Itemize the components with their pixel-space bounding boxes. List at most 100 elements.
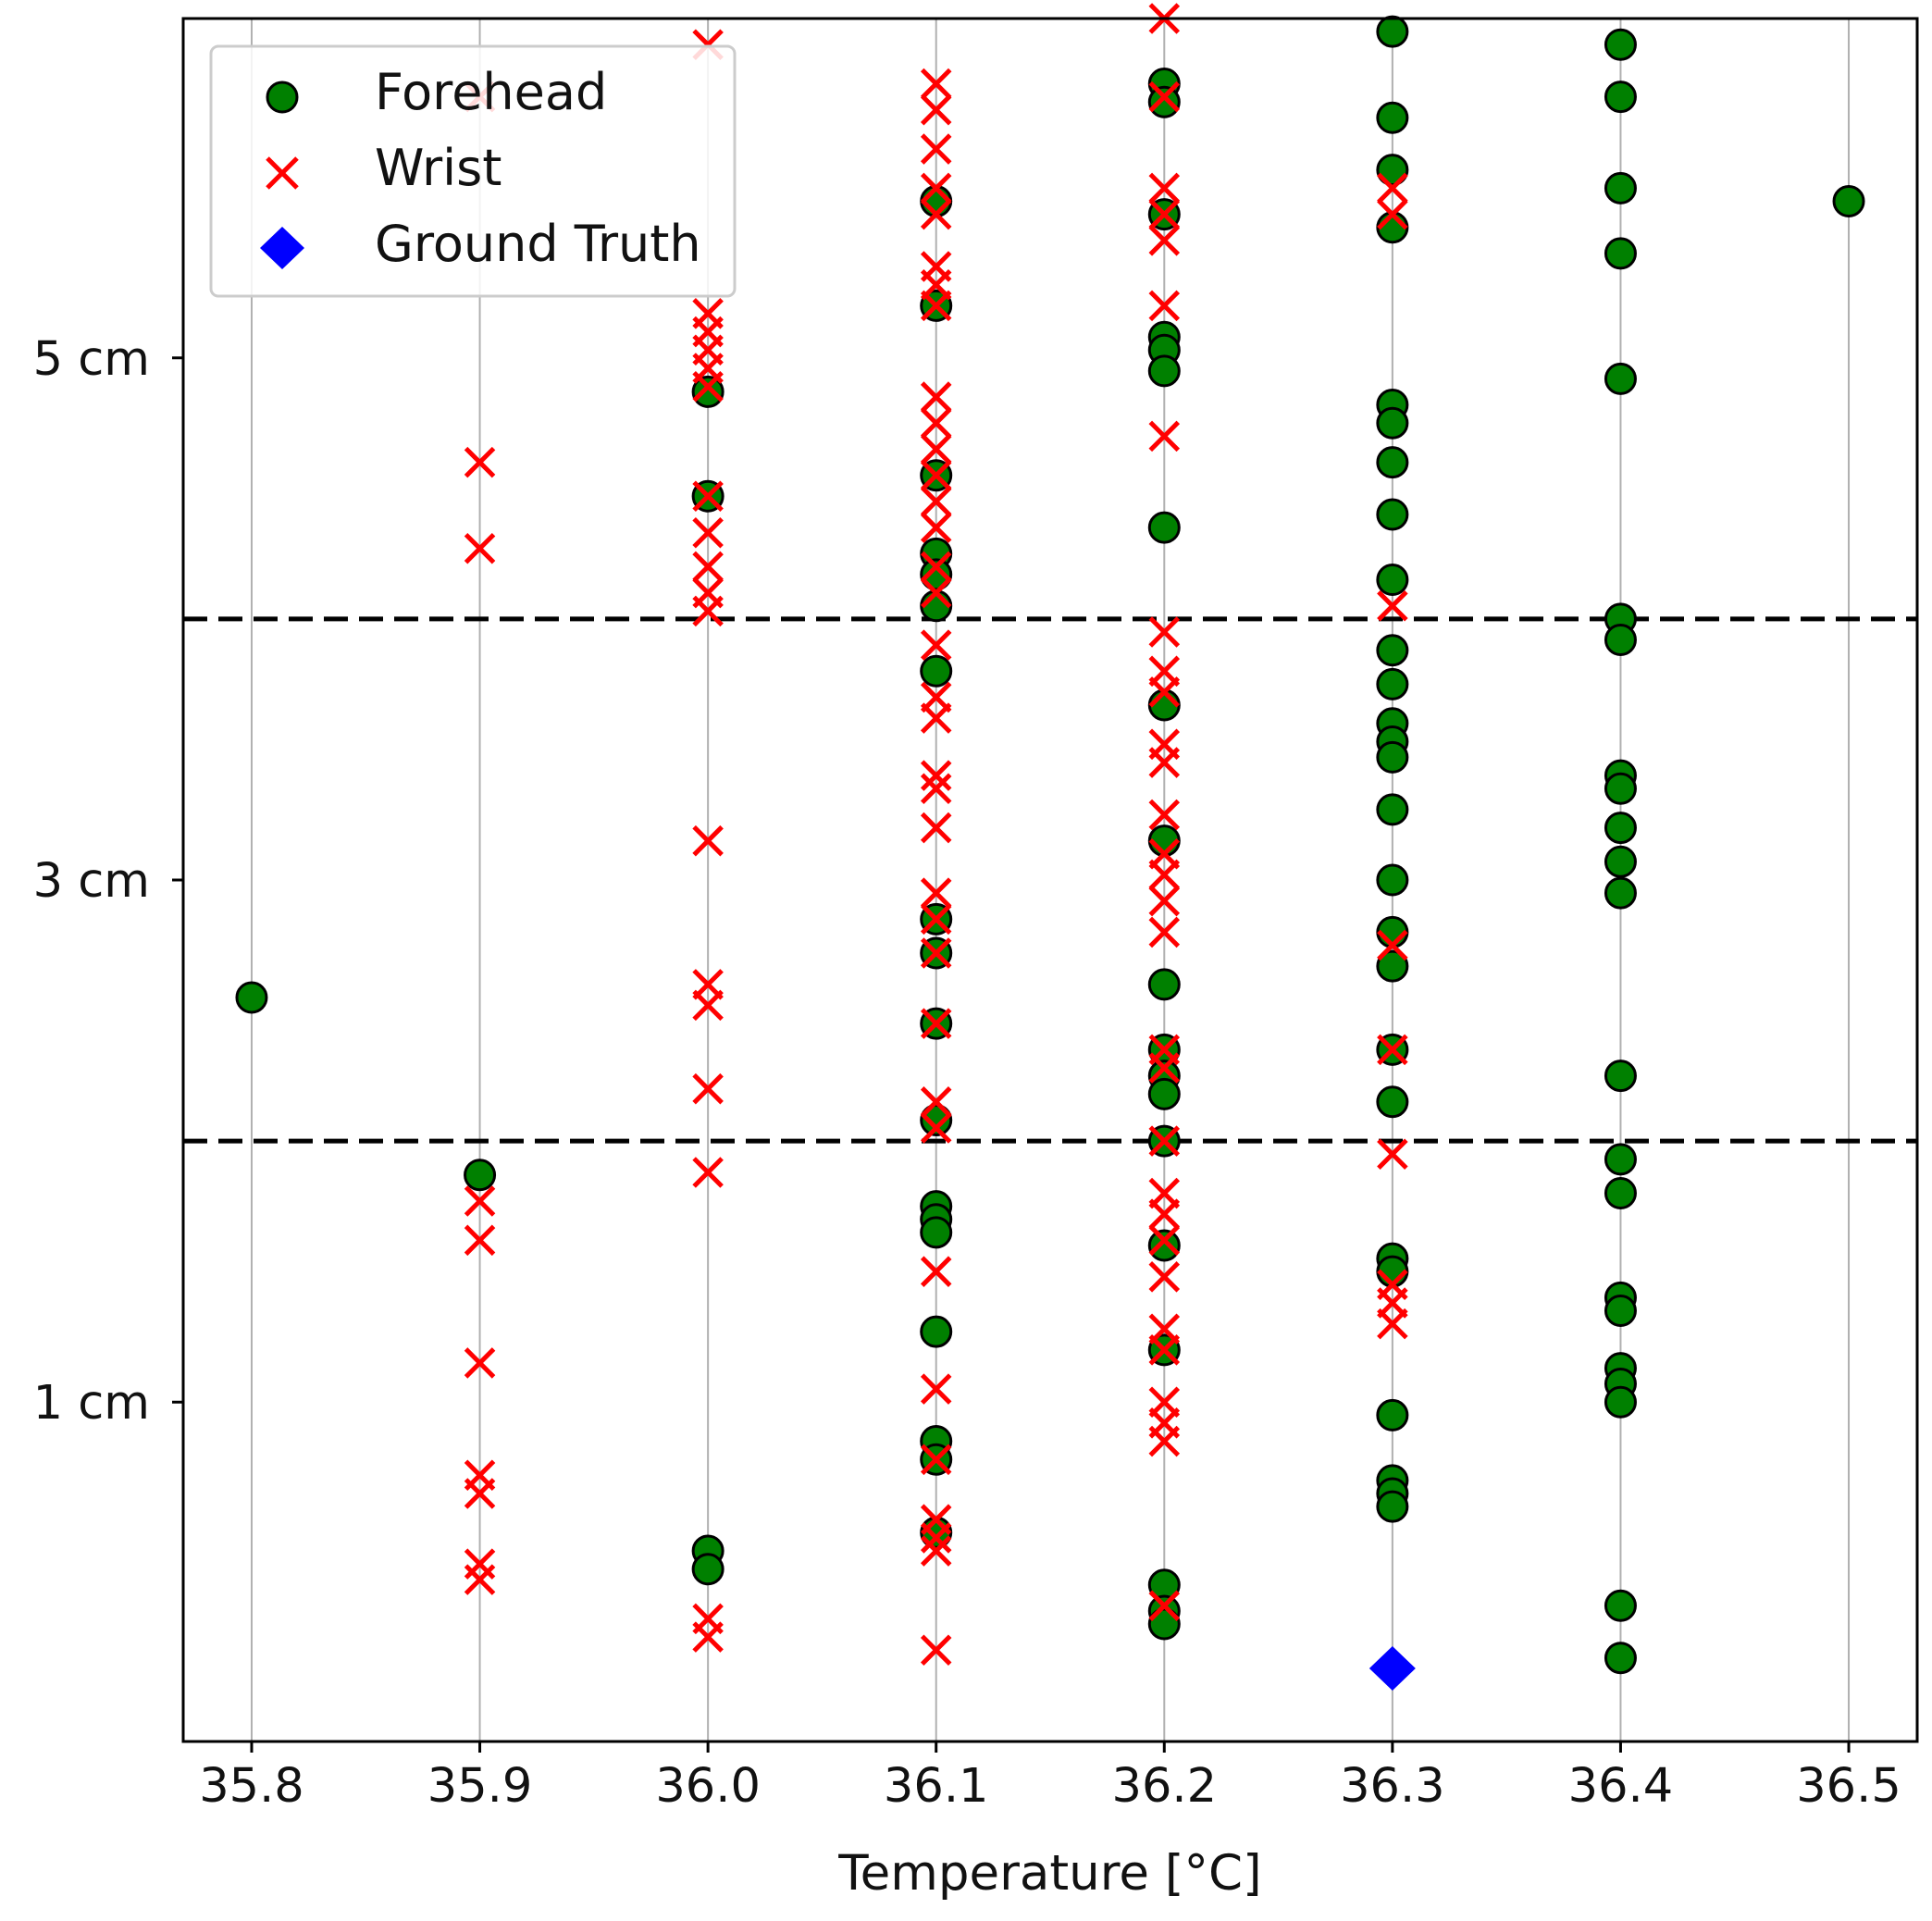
wrist-point (464, 1347, 496, 1379)
reference-lines (183, 616, 1917, 1144)
wrist-point (920, 407, 952, 440)
legend-ground-truth-marker (260, 227, 304, 269)
forehead-point (691, 1553, 724, 1586)
forehead-point (1376, 406, 1409, 440)
x-tick-label: 36.5 (1796, 1759, 1901, 1814)
forehead-point (1376, 1490, 1409, 1523)
wrist-point (920, 512, 952, 543)
wrist-point (692, 595, 724, 627)
forehead-point (1604, 1177, 1637, 1210)
x-tick-label: 36.3 (1340, 1759, 1445, 1814)
forehead-point (1376, 154, 1409, 187)
wrist-point (692, 1072, 724, 1105)
wrist-point (692, 824, 724, 857)
forehead-point (1604, 623, 1637, 656)
wrist-point (1148, 859, 1181, 891)
forehead-point (1604, 81, 1637, 114)
forehead-point (1604, 362, 1637, 395)
wrist-point (1148, 885, 1181, 917)
wrist-point (920, 760, 952, 791)
y-axis-ticks: 1 cm 3 cm 5 cm (33, 332, 183, 1431)
wrist-point (920, 198, 952, 230)
wrist-point (1148, 1125, 1181, 1157)
wrist-point (920, 133, 952, 165)
x-tick-label: 36.0 (655, 1759, 761, 1814)
forehead-point (1147, 1607, 1181, 1641)
forehead-point (1147, 968, 1181, 1001)
legend-wrist-marker (266, 156, 299, 190)
wrist-point (920, 1256, 952, 1287)
forehead-point (1147, 511, 1181, 544)
forehead-point (1147, 85, 1181, 118)
y-tick-label: 1 cm (33, 1376, 150, 1431)
wrist-point (920, 68, 952, 100)
forehead-point (1604, 845, 1637, 878)
wrist-point (1148, 1198, 1181, 1230)
wrist-point (464, 446, 496, 478)
legend-forehead-label: Forehead (375, 63, 607, 121)
forehead-point (1604, 812, 1637, 845)
forehead-point (1604, 237, 1637, 270)
wrist-point (1148, 1425, 1181, 1457)
wrist-point (920, 433, 952, 465)
wrist-point (1148, 1334, 1181, 1366)
x-tick-label: 35.9 (427, 1759, 533, 1814)
wrist-point (1148, 1590, 1181, 1622)
legend-ground-truth-label: Ground Truth (375, 215, 701, 273)
forehead-point (235, 981, 268, 1014)
wrist-point (464, 1478, 496, 1509)
x-tick-label: 36.4 (1568, 1759, 1674, 1814)
wrist-point (920, 702, 952, 734)
x-tick-label: 36.1 (884, 1759, 989, 1814)
forehead-point (1604, 28, 1637, 61)
wrist-point (1148, 172, 1181, 204)
forehead-point (920, 1315, 953, 1348)
forehead-point (920, 1104, 953, 1137)
forehead-point (920, 1216, 953, 1249)
wrist-point (920, 172, 952, 204)
forehead-point (1376, 564, 1409, 597)
forehead-point (464, 1159, 497, 1192)
wrist-point (1148, 1224, 1181, 1257)
wrist-point (1377, 198, 1408, 230)
wrist-point (464, 1185, 496, 1217)
wrist-point (1377, 929, 1408, 961)
forehead-point (1604, 1589, 1637, 1622)
wrist-point (920, 381, 952, 413)
wrist-point (920, 290, 952, 322)
forehead-point (1604, 1060, 1637, 1093)
forehead-point (1604, 876, 1637, 910)
wrist-point (920, 1112, 952, 1144)
wrist-point (1148, 799, 1181, 831)
wrist-point (1377, 590, 1408, 622)
forehead-point (1376, 793, 1409, 826)
wrist-point (920, 551, 952, 583)
wrist-point (692, 989, 724, 1022)
wrist-point (920, 1008, 952, 1039)
x-axis-label: Temperature [°C] (837, 1845, 1261, 1902)
forehead-point (1376, 1085, 1409, 1119)
wrist-point (920, 1522, 952, 1554)
wrist-point (464, 1564, 496, 1595)
wrist-point (1148, 916, 1181, 948)
wrist-point (920, 1535, 952, 1567)
x-tick-label: 36.2 (1112, 1759, 1218, 1814)
wrist-point (692, 551, 724, 583)
forehead-point (1376, 740, 1409, 774)
forehead-point (1376, 634, 1409, 667)
wrist-point (920, 486, 952, 517)
wrist-point (464, 1224, 496, 1257)
forehead-point (920, 558, 953, 591)
forehead-point (1147, 354, 1181, 388)
wrist-point (692, 1621, 724, 1653)
wrist-point (1377, 172, 1408, 204)
wrist-point (1377, 1034, 1408, 1066)
wrist-point (1377, 1308, 1408, 1340)
wrist-point (920, 937, 952, 969)
forehead-point (691, 375, 724, 408)
wrist-point (1148, 1261, 1181, 1293)
wrist-point (692, 480, 724, 513)
legend: Forehead Wrist Ground Truth (209, 44, 737, 298)
data-points (235, 3, 1865, 1692)
